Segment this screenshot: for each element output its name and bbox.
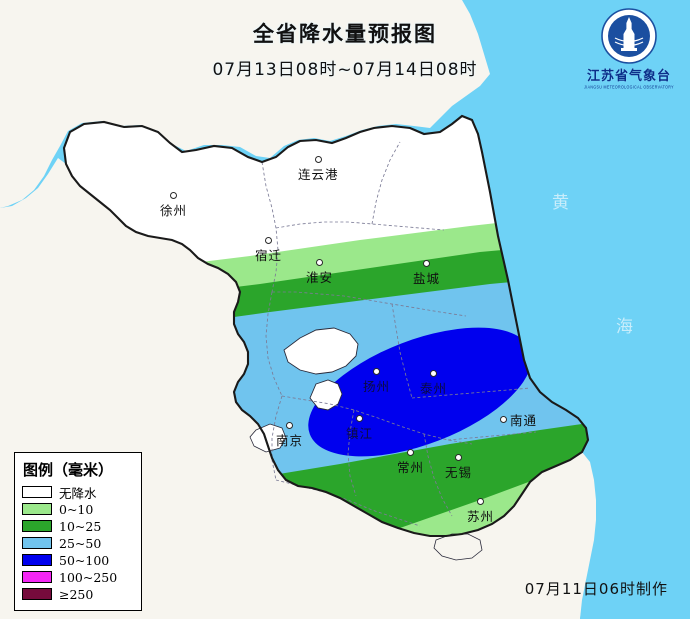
lakes [249,327,483,561]
hongze-lake [283,327,359,375]
legend-item-250-plus: ≥250 [22,586,134,602]
legend-swatch [22,537,52,549]
prefecture-boundaries [261,141,537,527]
legend-item-50-100: 50~100 [22,552,134,568]
agency-name-english: JIANGSU METEOROLOGICAL OBSERVATORY [584,84,674,90]
legend-box: 图例（毫米） 无降水 0~10 10~25 25~50 50~100 100~2… [14,452,142,611]
legend-swatch [22,520,52,532]
legend-label: ≥250 [59,586,94,602]
agency-logo: 江苏省气象台 JIANGSU METEOROLOGICAL OBSERVATOR… [580,8,678,100]
legend-label: 25~50 [59,535,102,551]
legend-label: 100~250 [59,569,118,585]
legend-swatch [22,503,52,515]
production-timestamp: 07月11日06时制作 [524,580,668,598]
legend-label: 10~25 [59,518,102,534]
legend-label: 0~10 [59,501,94,517]
legend-title: 图例（毫米） [23,461,114,479]
legend-swatch [22,571,52,583]
legend-label: 50~100 [59,552,110,568]
band-10-25-south [120,412,588,536]
gaoyou-lake [309,379,343,411]
legend-item-no-rain: 无降水 [22,484,134,501]
observatory-tower-emblem-icon [601,8,657,64]
legend-item-25-50: 25~50 [22,535,134,551]
shijiu-lake [249,423,287,453]
legend-item-100-250: 100~250 [22,569,134,585]
province-border [62,114,590,538]
legend-item-10-25: 10~25 [22,518,134,534]
agency-name: 江苏省气象台 [586,69,671,84]
legend-item-0-10: 0~10 [22,501,134,517]
legend-swatch [22,554,52,566]
legend-label: 无降水 [59,485,97,501]
legend-swatch [22,588,52,600]
legend-swatch [22,486,52,498]
